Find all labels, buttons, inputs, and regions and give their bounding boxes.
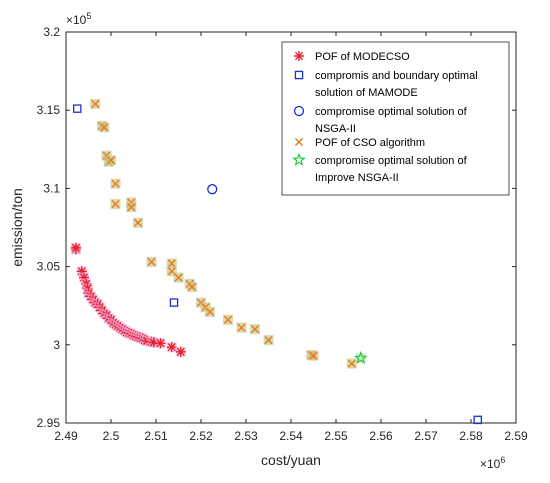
y-tick-label: 3.05 <box>37 260 61 274</box>
y-multiplier-power: 5 <box>86 11 91 21</box>
data-point <box>205 306 215 317</box>
y-multiplier-base: ×10 <box>66 13 87 27</box>
legend-item: POF of MODECSO <box>294 51 410 63</box>
data-point <box>250 324 260 335</box>
data-point <box>110 178 121 189</box>
data-point <box>473 415 482 425</box>
data-point <box>166 258 177 269</box>
data-point <box>70 242 81 253</box>
legend-box <box>281 41 510 196</box>
x-tick-label: 2.51 <box>144 429 168 443</box>
x-multiplier-base: ×10 <box>480 457 501 471</box>
x-tick-label: 2.58 <box>459 429 483 443</box>
data-point <box>90 98 101 109</box>
x-tick-label: 2.57 <box>414 429 438 443</box>
y-axis-label: emission/ton <box>9 188 25 267</box>
data-point <box>173 272 184 283</box>
data-point <box>236 322 247 333</box>
legend-item: POF of CSO algorithm <box>294 137 425 149</box>
legend-label: Improve NSGA-II <box>315 172 399 184</box>
data-point <box>263 335 274 346</box>
x-tick-label: 2.56 <box>369 429 393 443</box>
x-tick-label: 2.59 <box>504 429 528 443</box>
y-tick-label: 3.1 <box>43 181 60 195</box>
y-axis-ticks: 2.95 3 3.05 3.1 3.15 3.2 <box>37 25 516 430</box>
chart-marks <box>70 98 482 425</box>
series-2 <box>207 184 218 195</box>
legend: POF of MODECSO compromis and boundary opt… <box>281 41 510 196</box>
data-point <box>126 202 137 213</box>
data-point <box>106 155 116 166</box>
data-point <box>99 122 110 133</box>
x-tick-label: 2.53 <box>234 429 258 443</box>
x-tick-label: 2.49 <box>54 429 78 443</box>
y-tick-label: 3.2 <box>43 25 60 39</box>
data-point <box>346 358 357 369</box>
data-point <box>223 314 233 325</box>
series-1 <box>73 104 482 425</box>
data-point <box>353 350 368 364</box>
data-point <box>187 281 197 292</box>
y-tick-label: 3 <box>53 338 60 352</box>
x-multiplier-power: 6 <box>500 455 505 465</box>
legend-label: POF of MODECSO <box>315 51 410 63</box>
legend-item: compromise optimal solution of Improve NS… <box>292 152 468 184</box>
data-point <box>73 104 82 113</box>
series-4 <box>353 350 368 364</box>
legend-label: solution of MAMODE <box>315 87 418 99</box>
y-axis-multiplier: ×105 <box>66 11 91 27</box>
legend-label: POF of CSO algorithm <box>315 137 425 149</box>
data-point <box>155 338 166 349</box>
legend-label: compromis and boundary optimal <box>315 70 478 82</box>
legend-item: compromis and boundary optimal solution o… <box>294 70 478 99</box>
x-tick-label: 2.52 <box>189 429 213 443</box>
x-tick-label: 2.5 <box>103 429 120 443</box>
x-axis-multiplier: ×106 <box>480 455 505 471</box>
x-axis-label: cost/yuan <box>261 452 321 468</box>
y-tick-label: 2.95 <box>37 416 61 430</box>
data-point <box>110 199 121 210</box>
x-tick-label: 2.55 <box>324 429 348 443</box>
data-point <box>175 346 186 357</box>
data-point <box>169 298 179 307</box>
data-point <box>207 184 218 195</box>
legend-label: compromise optimal solution of <box>315 106 468 118</box>
legend-label: NSGA-II <box>315 123 356 135</box>
data-point <box>308 350 319 361</box>
legend-item: compromise optimal solution of NSGA-II <box>293 105 468 135</box>
data-point <box>166 342 177 353</box>
data-point <box>146 256 157 267</box>
y-tick-label: 3.15 <box>37 103 61 117</box>
series-3 <box>90 98 357 369</box>
series-0 <box>70 242 186 357</box>
legend-label: compromise optimal solution of <box>315 155 468 167</box>
x-tick-label: 2.54 <box>279 429 303 443</box>
x-axis-ticks: 2.49 2.5 2.51 2.52 2.53 2.54 2.55 2.56 2.57 2.58 2… <box>54 32 528 443</box>
data-point <box>133 217 143 228</box>
